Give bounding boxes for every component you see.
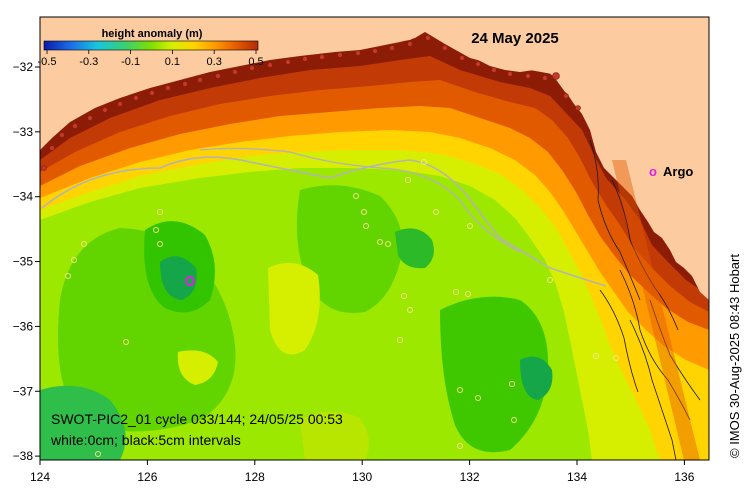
- coastal-track-dots: [41, 35, 581, 171]
- longitude-tick-label: 130: [352, 470, 372, 484]
- colorbar-gradient: [43, 40, 259, 51]
- longitude-tick-label: 126: [137, 470, 157, 484]
- latitude-tick-label: −37: [13, 384, 34, 398]
- satellite-swath: [612, 160, 700, 460]
- longitude-tick-label: 128: [245, 470, 265, 484]
- colorbar-tick-label: 0.1: [165, 56, 180, 68]
- latitude-tick-label: −36: [13, 319, 34, 333]
- depth-contours: [589, 139, 701, 460]
- latitude-tick-label: −38: [13, 449, 34, 463]
- colorbar-tick-label: -0.3: [79, 56, 98, 68]
- longitude-tick-label: 136: [674, 470, 694, 484]
- argo-legend: o Argo: [649, 164, 693, 179]
- longitude-tick-label: 132: [460, 470, 480, 484]
- colorbar-tick-label: -0.1: [121, 56, 140, 68]
- argo-legend-label: Argo: [663, 164, 693, 179]
- longitude-tick-label: 134: [567, 470, 587, 484]
- latitude-axis: −32 −33 −34 −35 −36 −37 −38: [13, 60, 40, 463]
- colorbar: height anomaly (m) -0.5 -0.3 -0.1 0.1 0.3 0.5: [38, 28, 264, 68]
- date-title: 24 May 2025: [471, 30, 559, 47]
- info-line-1: SWOT-PIC2_01 cycle 033/144; 24/05/25 00:…: [51, 411, 343, 427]
- longitude-axis: 124 126 128 130 132 134 136: [30, 460, 695, 484]
- glider-track: [41, 156, 607, 287]
- latitude-tick-label: −35: [13, 255, 34, 269]
- map-frame: [39, 16, 710, 461]
- credit-text: © IMOS 30-Aug-2025 08:43 Hobart: [727, 254, 742, 458]
- argo-float-marker[interactable]: [185, 276, 195, 286]
- argo-legend-symbol: o: [649, 164, 657, 179]
- latitude-tick-label: −33: [13, 125, 34, 139]
- longitude-tick-label: 124: [30, 470, 50, 484]
- latitude-tick-label: −34: [13, 190, 34, 204]
- glider-track-secondary: [199, 147, 521, 253]
- colorbar-tick-label: 0.3: [207, 56, 222, 68]
- latitude-tick-label: −32: [13, 60, 34, 74]
- colorbar-title: height anomaly (m): [102, 28, 203, 40]
- colorbar-tick-label: -0.5: [38, 56, 57, 68]
- float-markers: [65, 159, 619, 457]
- info-line-2: white:0cm; black:5cm intervals: [50, 432, 241, 448]
- colorbar-tick-label: 0.5: [248, 56, 263, 68]
